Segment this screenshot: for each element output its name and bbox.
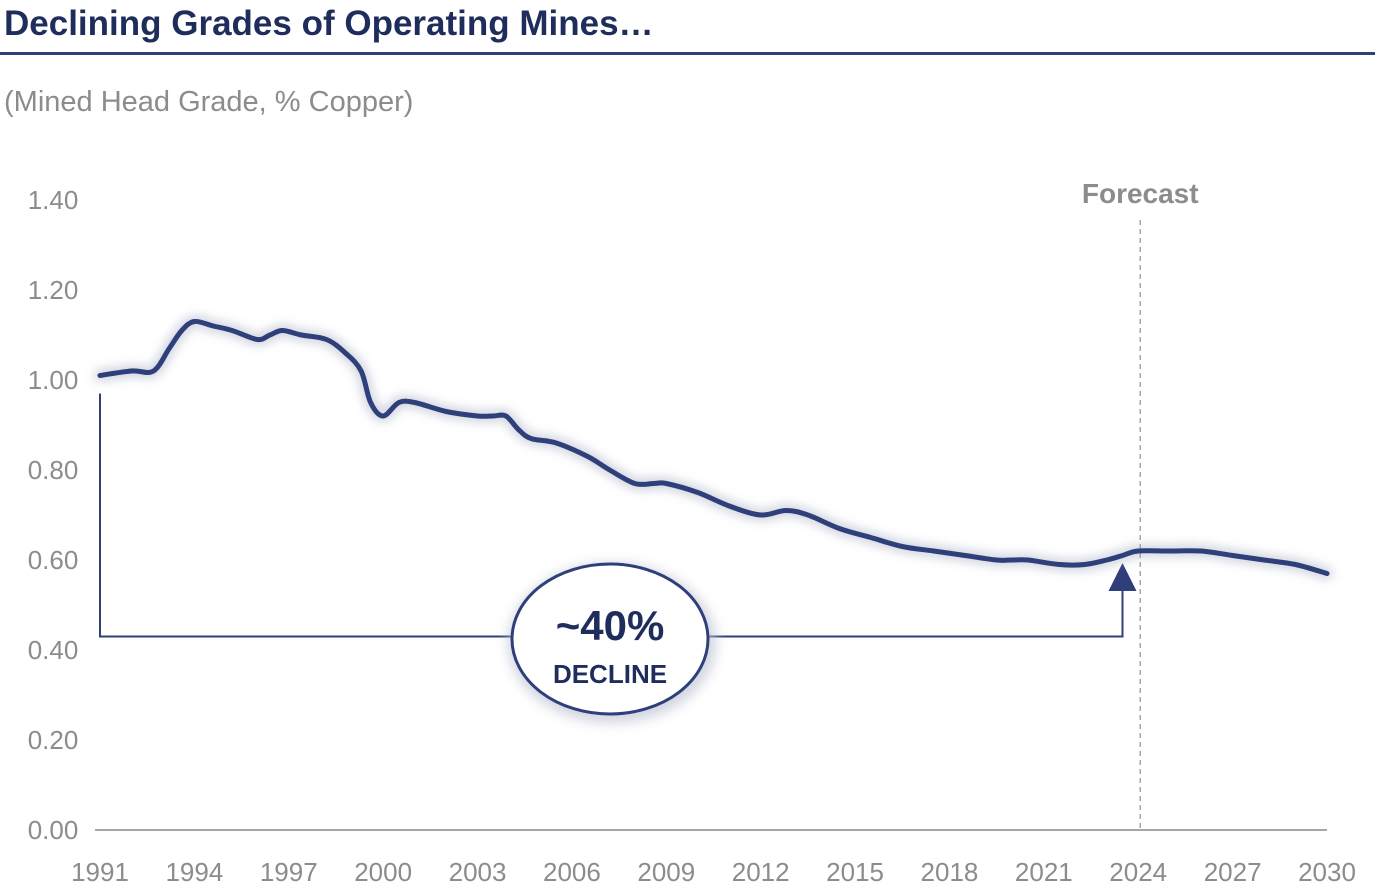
y-tick-label: 1.00: [28, 365, 79, 395]
chart-subtitle: (Mined Head Grade, % Copper): [4, 86, 414, 118]
y-tick-label: 0.60: [28, 545, 79, 575]
callout-layer: ~40% DECLINE: [508, 562, 716, 723]
chart-title: Declining Grades of Operating Mines…: [4, 4, 654, 43]
x-tick-label: 1994: [165, 857, 223, 887]
x-tick-label: 2027: [1204, 857, 1262, 887]
series-line-shadow: [94, 315, 1333, 580]
x-tick-label: 1991: [71, 857, 129, 887]
y-tick-label: 1.20: [28, 275, 79, 305]
y-tick-label: 0.40: [28, 635, 79, 665]
x-tick-label: 2024: [1109, 857, 1167, 887]
x-tick-label: 2021: [1015, 857, 1073, 887]
callout-value: ~40%: [556, 602, 665, 649]
x-tick-label: 2015: [826, 857, 884, 887]
x-tick-label: 2006: [543, 857, 601, 887]
y-tick-label: 0.20: [28, 725, 79, 755]
y-tick-label: 1.40: [28, 185, 79, 215]
series-layer: [94, 315, 1333, 580]
x-tick-label: 1997: [260, 857, 318, 887]
callout-text: DECLINE: [553, 659, 667, 689]
series-line: [97, 318, 1330, 576]
chart-axes: 0.00 0.20 0.40 0.60 0.80 1.00 1.20 1.40 1991 1994…: [28, 185, 1356, 887]
y-tick-label: 0.00: [28, 815, 79, 845]
x-tick-label: 2003: [449, 857, 507, 887]
annotation-layer: Forecast: [99, 178, 1199, 830]
x-tick-label: 2030: [1298, 857, 1356, 887]
y-tick-label: 0.80: [28, 455, 79, 485]
title-divider: [0, 52, 1375, 55]
x-tick-label: 2018: [921, 857, 979, 887]
decline-arrowhead: [1108, 563, 1137, 591]
callout-bubble: [510, 562, 710, 716]
x-tick-label: 2000: [354, 857, 412, 887]
x-tick-label: 2012: [732, 857, 790, 887]
x-tick-label: 2009: [637, 857, 695, 887]
forecast-label: Forecast: [1082, 178, 1199, 209]
